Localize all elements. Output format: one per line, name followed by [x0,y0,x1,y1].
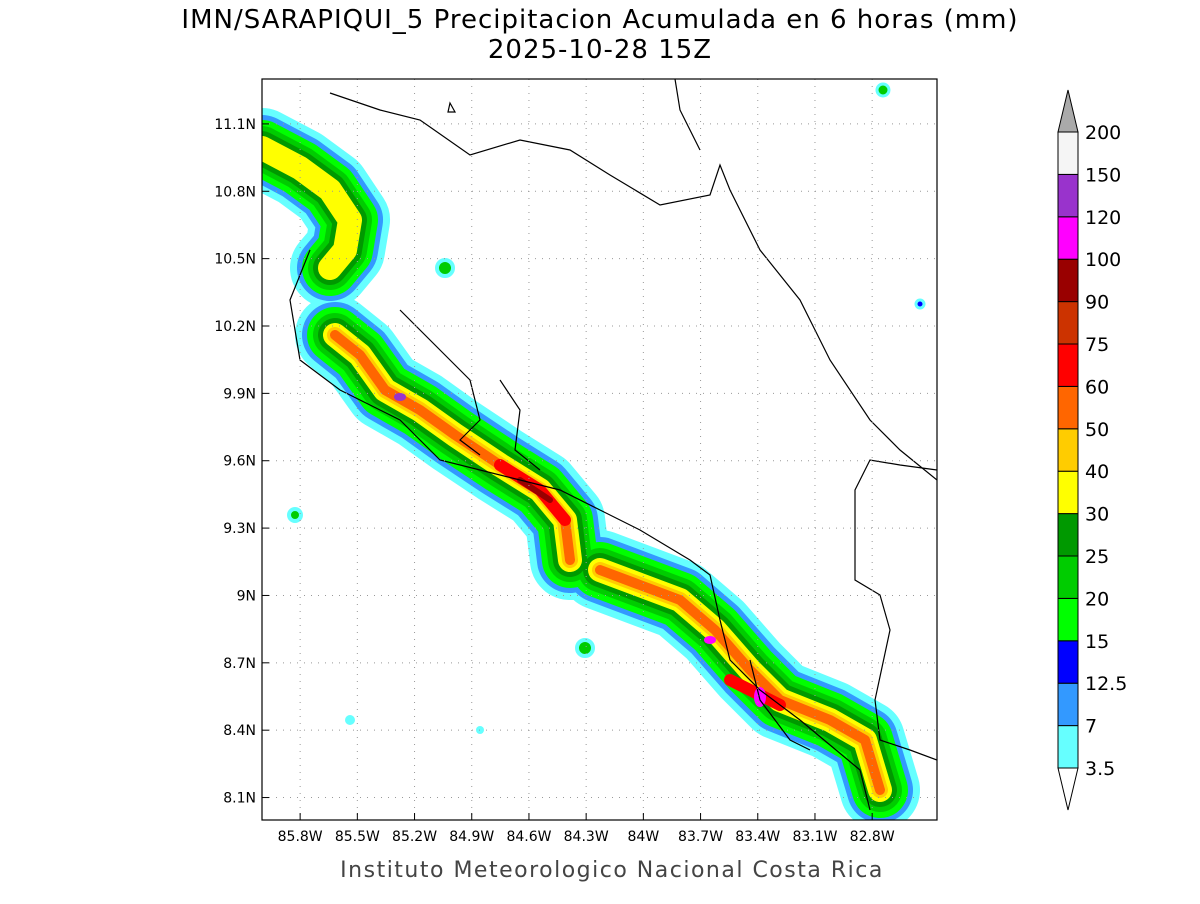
lat-label: 11.1N [214,117,256,133]
colorbar-box [1057,597,1079,642]
lon-label: 84.9W [449,829,494,845]
colorbar-box [1057,301,1079,345]
colorbar-box [1057,216,1079,260]
colorbar-label: 75 [1085,334,1109,356]
lat-label: 9.3N [223,521,256,537]
lon-label: 84W [628,829,660,845]
colorbar-label: 7 [1085,716,1097,738]
colorbar-label: 30 [1085,504,1109,526]
footer: Instituto Meteorologico Nacional Costa R… [340,858,884,883]
lat-label: 10.5N [214,252,256,268]
lat-label: 10.8N [214,184,256,200]
lon-label: 83.7W [678,829,723,845]
colorbar-box [1057,343,1079,387]
colorbar-box [1057,513,1079,557]
colorbar-box [1057,173,1079,218]
colorbar-label: 120 [1085,207,1121,229]
lon-label: 83.4W [735,829,780,845]
colorbar-box [1057,725,1079,769]
colorbar-box [1057,682,1079,727]
colorbar-box [1057,385,1079,430]
lat-label: 10.2N [214,319,256,335]
precipitation-field [262,82,926,790]
title: IMN/SARAPIQUI_5 Precipitacion Acumulada … [181,5,1018,35]
colorbar-label: 25 [1085,546,1109,568]
lat-label: 8.7N [223,656,256,672]
colorbar: 3.5 7 12.5 15 20 25 30 40 50 60 75 90 100 120 150 200 [1057,89,1127,811]
colorbar-label: 12.5 [1085,673,1127,695]
map-frame [261,78,938,821]
subtitle: 2025-10-28 15Z [488,35,712,65]
lat-label: 8.4N [223,723,256,739]
colorbar-box [1057,470,1079,515]
colorbar-label: 40 [1085,461,1109,483]
colorbar-box [1057,640,1079,684]
lat-label: 9N [237,588,256,604]
lon-label: 85.2W [392,829,437,845]
lon-label: 84.3W [564,829,609,845]
colorbar-label: 90 [1085,292,1109,314]
colorbar-label: 60 [1085,376,1109,398]
lat-label: 9.9N [223,386,256,402]
colorbar-label: 3.5 [1085,758,1115,780]
lon-label: 82.8W [850,829,895,845]
lon-label: 83.1W [792,829,837,845]
lat-label: 9.6N [223,454,256,470]
lon-label: 84.6W [506,829,551,845]
colorbar-label: 200 [1085,122,1121,144]
colorbar-box [1057,131,1079,175]
colorbar-over [1057,89,1079,133]
colorbar-box [1057,555,1079,599]
colorbar-box [1057,428,1079,472]
lat-label: 8.1N [223,791,256,807]
colorbar-label: 50 [1085,419,1109,441]
graticule: 11.1N 10.8N 10.5N 10.2N 9.9N 9.6N 9.3N 9N 8.7N 8.… [214,79,937,845]
lon-label: 85.5W [335,829,380,845]
colorbar-label: 150 [1085,164,1121,186]
coastline [289,79,937,811]
colorbar-label: 20 [1085,588,1109,610]
colorbar-under [1057,767,1079,811]
colorbar-label: 15 [1085,631,1109,653]
colorbar-label: 100 [1085,249,1121,271]
colorbar-box [1057,258,1079,303]
lon-label: 85.8W [278,829,323,845]
